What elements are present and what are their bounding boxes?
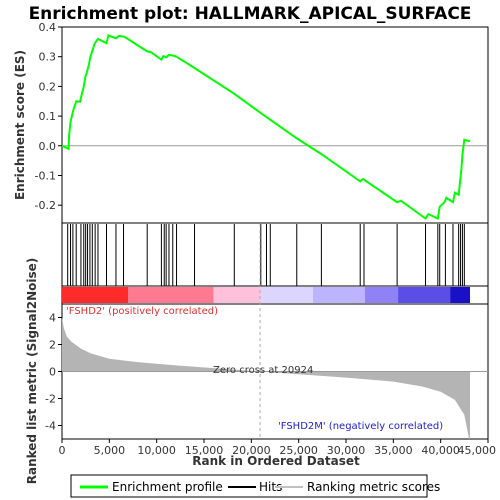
legend-metric-label: Ranking metric scores [307,480,440,494]
es-y-tick-label: -0.2 [35,199,56,212]
x-tick-label: 10,000 [137,444,176,457]
heatmap-segment [312,287,365,303]
metric-y-tick-label: -4 [45,420,56,433]
es-panel-frame [61,26,489,224]
legend-hits-label: Hits [259,480,282,494]
x-tick-label: 30,000 [327,444,366,457]
heatmap-segment [128,287,214,303]
metric-y-axis-label: Ranked list metric (Signal2Noise) [25,258,39,485]
es-y-ticks: -0.2 -0.1 0.0 0.1 0.2 0.3 0.4 [35,21,62,212]
es-y-tick-label: 0.1 [39,110,57,123]
hits-panel [61,222,489,287]
positive-correlation-label: 'FSHD2' (positively correlated) [66,306,218,317]
x-tick-label: 15,000 [185,444,224,457]
zero-cross-label: Zero cross at 20924 [213,365,313,376]
heatmap-segment [450,287,471,303]
ranked-metric-area [62,317,470,439]
es-y-tick-label: 0.3 [39,51,57,64]
es-y-tick-label: -0.1 [35,169,56,182]
ranking-heatmap [61,285,489,305]
x-tick-label: 40,000 [421,444,460,457]
metric-y-tick-label: 4 [49,312,56,325]
heatmap-segment [364,287,399,303]
enrichment-profile-line [61,33,471,220]
heatmap-segment [260,287,313,303]
metric-y-ticks: -4 -2 0 2 4 [45,312,62,433]
heatmap-segment [213,287,261,303]
x-axis-ticks: 0 5,000 10,000 15,000 20,000 25,000 30,000 35,0… [59,439,497,457]
metric-y-tick-label: 2 [49,339,56,352]
chart-title: Enrichment plot: HALLMARK_APICAL_SURFACE [29,4,472,24]
heatmap-segment [62,287,129,303]
hits-marks [67,224,465,286]
metric-y-tick-label: -2 [45,393,56,406]
es-y-tick-label: 0.0 [39,140,57,153]
es-y-tick-label: 0.2 [39,80,57,93]
es-y-tick-label: 0.4 [39,21,57,34]
x-tick-label: 45,000 [458,444,497,457]
x-tick-label: 25,000 [279,444,318,457]
x-axis-label: Rank in Ordered Dataset [192,454,360,468]
heatmap-segments [62,287,471,303]
x-tick-label: 35,000 [374,444,413,457]
x-tick-label: 0 [59,444,66,457]
x-tick-label: 5,000 [94,444,126,457]
es-panel: -0.2 -0.1 0.0 0.1 0.2 0.3 0.4 Enrichment score… [13,21,489,224]
x-tick-label: 20,000 [232,444,271,457]
legend: Enrichment profile Hits Ranking metric s… [70,474,440,498]
negative-correlation-label: 'FSHD2M' (negatively correlated) [278,421,443,432]
heatmap-segment [398,287,451,303]
legend-profile-label: Enrichment profile [112,480,223,494]
es-y-axis-label: Enrichment score (ES) [13,50,27,200]
hits-panel-frame [61,222,489,287]
metric-y-tick-label: 0 [49,366,56,379]
